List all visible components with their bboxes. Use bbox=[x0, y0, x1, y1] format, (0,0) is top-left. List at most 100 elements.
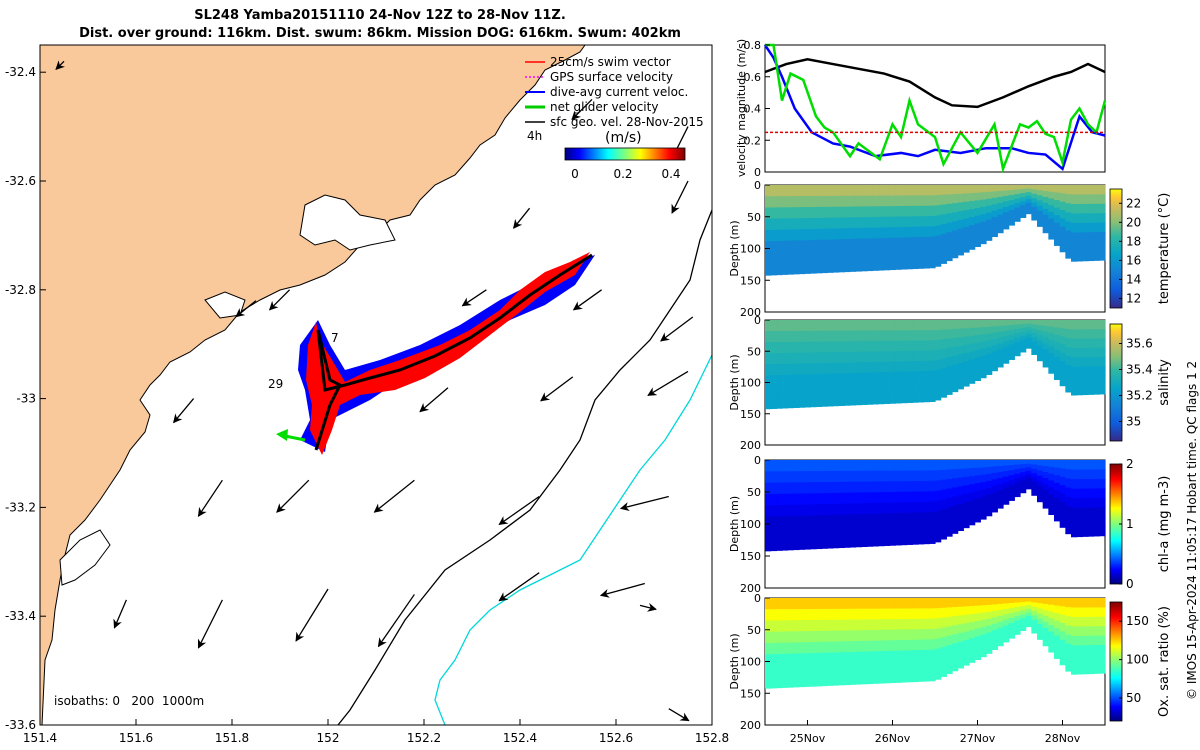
section-cell bbox=[986, 333, 993, 341]
section-cell bbox=[804, 471, 811, 483]
section-cell bbox=[799, 675, 806, 688]
section-cell bbox=[833, 217, 840, 230]
section-cell bbox=[861, 608, 868, 621]
section-cell bbox=[1099, 329, 1106, 340]
section-cell bbox=[1025, 470, 1032, 475]
section-cell bbox=[770, 320, 777, 332]
section-cell bbox=[991, 217, 998, 225]
section-cell bbox=[1003, 217, 1010, 224]
section-cell bbox=[935, 329, 942, 341]
section-cell bbox=[804, 642, 811, 654]
section-y-tick-label: 100 bbox=[740, 518, 761, 531]
section-cell bbox=[1059, 352, 1066, 362]
section-cell bbox=[1082, 469, 1089, 480]
section-cell bbox=[1031, 615, 1038, 621]
section-cell bbox=[1093, 497, 1100, 508]
section-cell bbox=[952, 337, 959, 348]
section-cell bbox=[816, 482, 823, 494]
section-cell bbox=[844, 662, 851, 675]
section-cell bbox=[952, 203, 959, 213]
section-cell bbox=[787, 493, 794, 506]
section-cell bbox=[991, 364, 998, 372]
section-cell bbox=[963, 336, 970, 346]
section-cell bbox=[1054, 605, 1061, 614]
section-cell bbox=[957, 615, 964, 625]
section-cell bbox=[872, 640, 879, 652]
section-cell bbox=[957, 477, 964, 487]
geostrophic-arrow bbox=[639, 602, 657, 612]
section-cell bbox=[776, 263, 783, 276]
section-cell bbox=[923, 608, 930, 620]
section-cell bbox=[952, 239, 959, 250]
section-ylabel: Depth (m) bbox=[728, 354, 741, 410]
section-cell bbox=[963, 369, 970, 379]
lake-south bbox=[59, 529, 111, 586]
section-cell bbox=[1037, 205, 1044, 212]
section-cell bbox=[1071, 617, 1078, 628]
section-cell bbox=[776, 609, 783, 621]
section-cell bbox=[884, 661, 891, 673]
section-cell bbox=[787, 516, 794, 528]
section-cell bbox=[844, 228, 851, 240]
section-cell bbox=[918, 330, 925, 342]
section-cell bbox=[816, 460, 823, 472]
section-cell bbox=[793, 251, 800, 264]
section-cell bbox=[974, 200, 981, 209]
section-cell bbox=[1031, 473, 1038, 479]
section-cell bbox=[940, 617, 947, 628]
section-cell bbox=[782, 320, 789, 332]
section-cell bbox=[833, 630, 840, 643]
section-cell bbox=[884, 640, 891, 652]
section-cell bbox=[844, 503, 851, 516]
section-cell bbox=[872, 248, 879, 261]
section-cell bbox=[991, 643, 998, 651]
section-cell bbox=[1042, 639, 1049, 647]
section-cell bbox=[799, 196, 806, 208]
section-cell bbox=[929, 501, 936, 513]
section-cell bbox=[1054, 475, 1061, 484]
section-cell bbox=[1054, 230, 1061, 239]
section-cell bbox=[1025, 344, 1032, 349]
section-cell bbox=[833, 525, 840, 538]
section-cell bbox=[986, 198, 993, 207]
section-y-tick-label: 100 bbox=[740, 243, 761, 256]
section-cell bbox=[787, 642, 794, 655]
section-cell bbox=[997, 502, 1004, 509]
section-cell bbox=[765, 207, 772, 220]
section-cell bbox=[850, 608, 857, 621]
section-cell bbox=[974, 231, 981, 240]
section-cell bbox=[974, 215, 981, 224]
section-cell bbox=[935, 320, 942, 331]
section-cell bbox=[929, 639, 936, 651]
section-cell bbox=[884, 470, 891, 482]
section-cell bbox=[1042, 202, 1049, 210]
section-cell bbox=[895, 237, 902, 249]
section-cell bbox=[799, 482, 806, 495]
section-cell bbox=[895, 330, 902, 342]
section-cell bbox=[833, 394, 840, 407]
section-cell bbox=[884, 259, 891, 271]
section-cell bbox=[901, 512, 908, 525]
section-cell bbox=[974, 467, 981, 477]
section-cell bbox=[1025, 467, 1032, 472]
section-y-tick-label: 200 bbox=[740, 439, 761, 452]
section-cell bbox=[952, 478, 959, 489]
section-cell bbox=[793, 374, 800, 387]
section-y-tick-label: 200 bbox=[740, 582, 761, 595]
section-cell bbox=[782, 471, 789, 484]
section-cell bbox=[884, 206, 891, 218]
section-cell bbox=[867, 217, 874, 229]
section-cell bbox=[986, 598, 993, 606]
section-cell bbox=[986, 219, 993, 228]
section-cell bbox=[1014, 198, 1021, 204]
section-cell bbox=[816, 250, 823, 263]
section-cell bbox=[1020, 323, 1027, 329]
section-cell bbox=[810, 251, 817, 263]
section-cell bbox=[765, 342, 772, 354]
section-cell bbox=[974, 365, 981, 374]
section-cell bbox=[804, 493, 811, 506]
section-cell bbox=[1065, 337, 1072, 348]
section-cell bbox=[770, 364, 777, 376]
section-cell bbox=[1025, 341, 1032, 346]
